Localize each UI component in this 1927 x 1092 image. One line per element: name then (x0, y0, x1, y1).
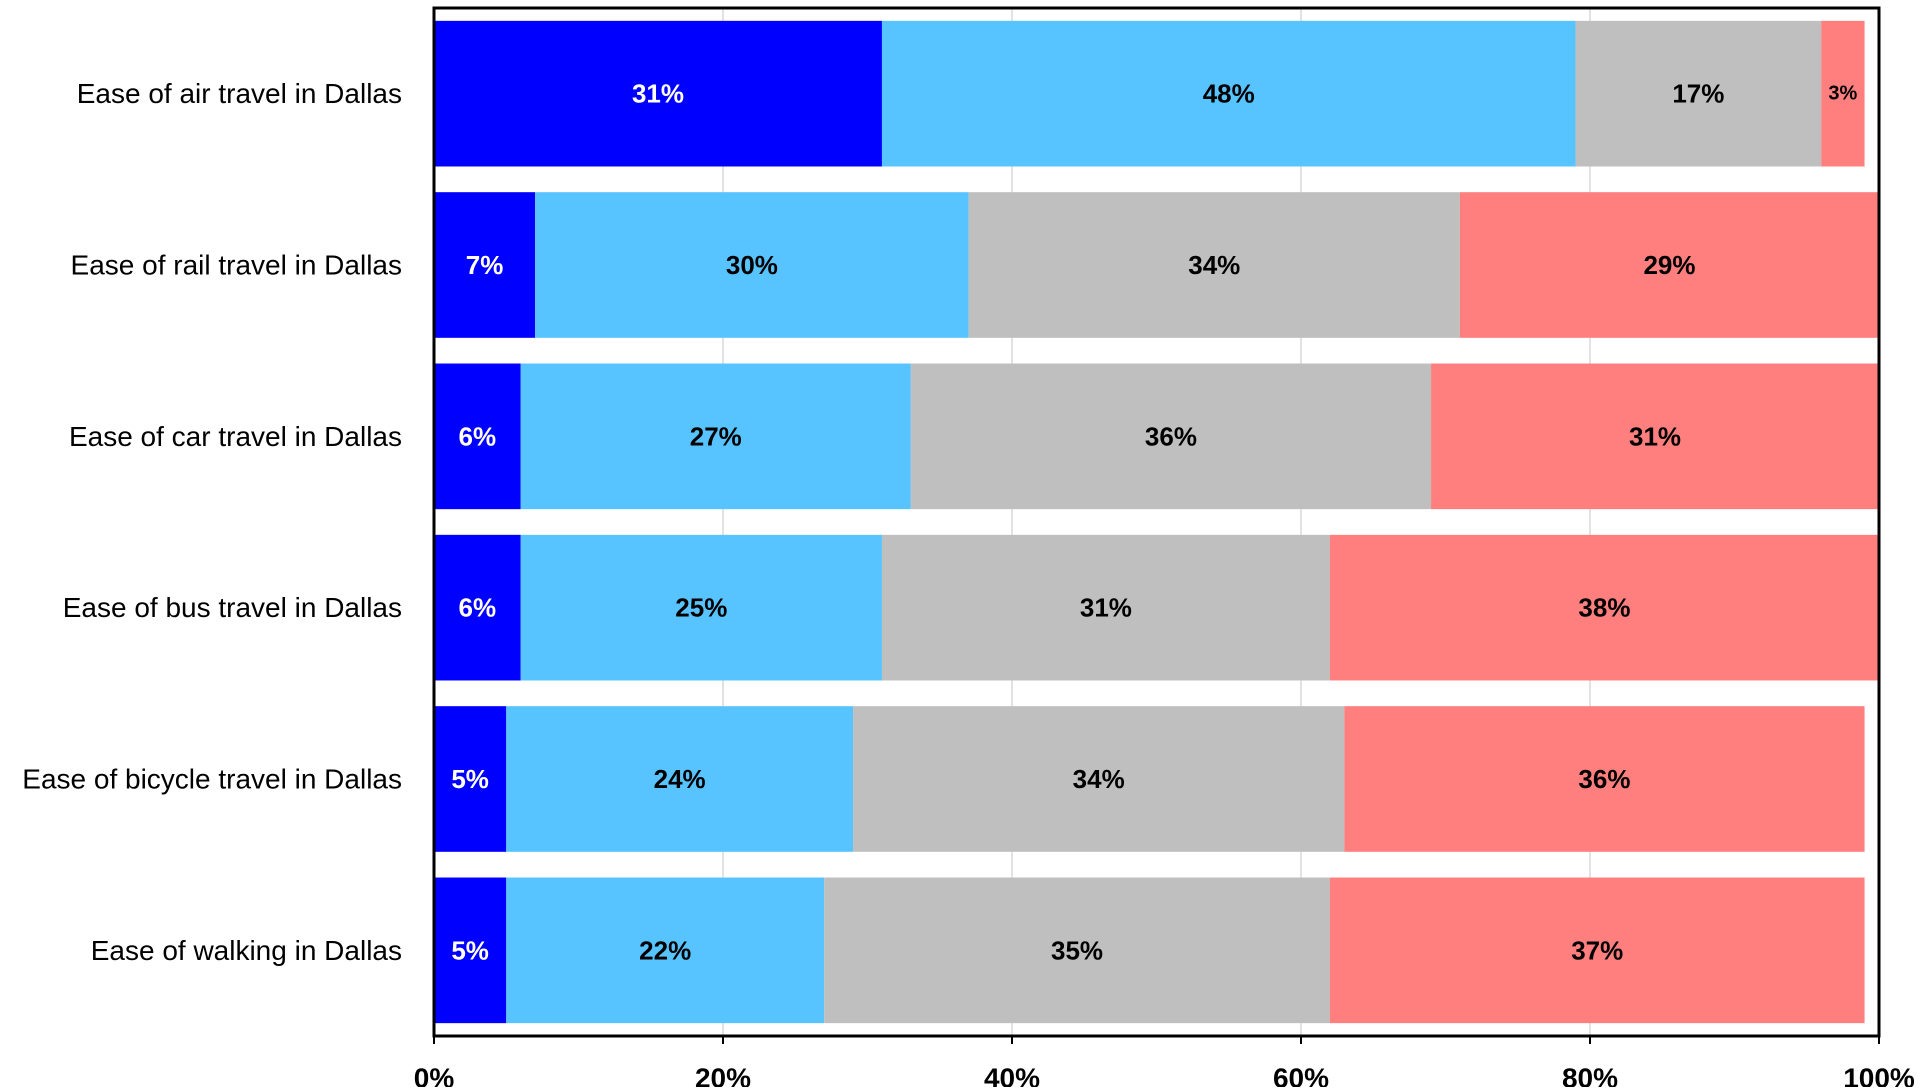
bar-segment (434, 534, 521, 681)
bar-segment (520, 363, 911, 510)
bar-segment (881, 20, 1576, 167)
data-label: 22% (639, 935, 691, 965)
x-tick-label: 60% (1273, 1063, 1329, 1088)
data-label: 37% (1571, 935, 1623, 965)
bar-segment (1431, 363, 1879, 510)
data-label: 34% (1188, 250, 1240, 280)
category-label: Ease of walking in Dallas (91, 935, 402, 966)
data-label: 5% (451, 935, 489, 965)
x-tick-label: 40% (984, 1063, 1040, 1088)
data-label: 36% (1145, 421, 1197, 451)
data-label: 24% (654, 764, 706, 794)
bar-segment (1459, 192, 1879, 338)
bar-segment (968, 192, 1460, 338)
data-label: 36% (1578, 764, 1630, 794)
data-label: 6% (459, 593, 497, 623)
x-tick-label: 20% (695, 1063, 751, 1088)
x-tick-labels: 0% 20% 40% 60% 80% 100% (414, 1036, 1915, 1092)
bar-segment (434, 877, 507, 1024)
bar-segment (1575, 20, 1822, 167)
data-label: 17% (1672, 79, 1724, 109)
data-label: 34% (1073, 764, 1125, 794)
data-label: 31% (632, 79, 684, 109)
bar-segment (1329, 877, 1865, 1024)
bar-segment (535, 192, 969, 338)
data-label: 5% (451, 764, 489, 794)
x-tick-label: 100% (1843, 1063, 1915, 1088)
bar-segment (434, 20, 882, 167)
data-label: 31% (1080, 593, 1132, 623)
data-label: 31% (1629, 421, 1681, 451)
category-label: Ease of bus travel in Dallas (63, 592, 402, 623)
bar-segment (881, 534, 1330, 681)
data-label: 3% (1828, 83, 1857, 105)
gridlines (722, 8, 1591, 1036)
x-tick-label: 80% (1562, 1063, 1618, 1088)
bar-segment (1821, 20, 1865, 167)
bar-segment (434, 192, 536, 338)
data-label: 27% (690, 421, 742, 451)
data-label: 25% (675, 593, 727, 623)
plot-border (432, 6, 1881, 1038)
x-tick-label: 0% (414, 1063, 455, 1088)
data-label: 6% (459, 421, 497, 451)
data-label: 30% (726, 250, 778, 280)
bar-segment (1329, 534, 1879, 681)
bars: 31% 48% 17% 3% 7% 30% 34% 29% 6% 27% 36% 31% 6% 25% 31… (434, 20, 1879, 1024)
plot-frame (432, 6, 1881, 1038)
bar-segment (506, 706, 854, 852)
bar-segment (520, 534, 882, 681)
category-label: Ease of car travel in Dallas (69, 421, 402, 452)
category-labels: Ease of air travel in Dallas Ease of rail… (22, 78, 402, 966)
data-label: 29% (1643, 250, 1695, 280)
bar-segment (910, 363, 1432, 510)
bar-segment (853, 706, 1345, 852)
bar-segment (824, 877, 1330, 1024)
data-label: 48% (1203, 79, 1255, 109)
bar-segment (1344, 706, 1865, 852)
bar-segment (434, 363, 521, 510)
bar-segment (434, 706, 507, 852)
category-label: Ease of air travel in Dallas (77, 78, 402, 109)
bar-segment (506, 877, 825, 1024)
data-label: 7% (466, 250, 504, 280)
category-label: Ease of rail travel in Dallas (71, 250, 402, 281)
data-label: 35% (1051, 935, 1103, 965)
data-label: 38% (1578, 593, 1630, 623)
category-label: Ease of bicycle travel in Dallas (22, 764, 402, 795)
